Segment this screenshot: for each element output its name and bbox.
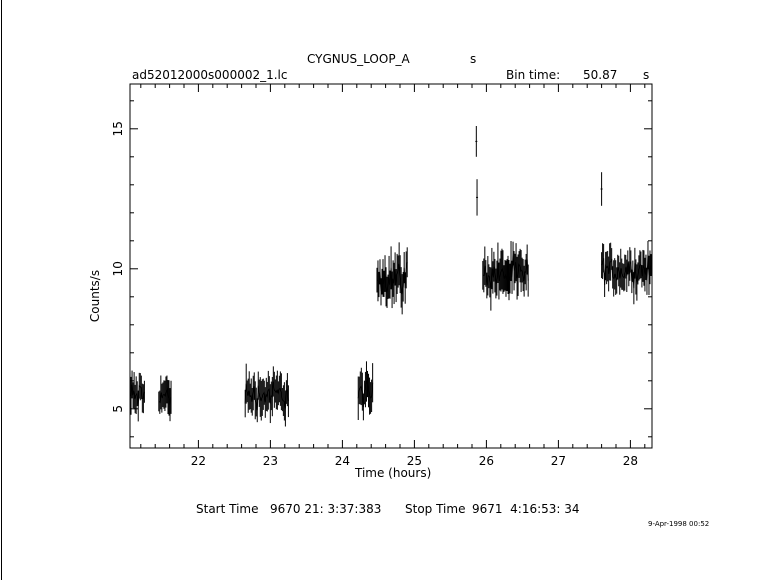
stop-time-label: Stop Time: [405, 502, 466, 516]
start-time-value: 9670 21: 3:37:383: [270, 502, 382, 516]
bin-time-label: Bin time:: [506, 68, 561, 82]
data-segment: [482, 241, 529, 311]
x-tick-label: 25: [407, 454, 422, 468]
bin-time-value: 50.87: [583, 68, 618, 82]
light-curve-line: [482, 253, 529, 290]
x-tick-label: 28: [623, 454, 638, 468]
stop-time-value: 9671 4:16:53: 34: [472, 502, 580, 516]
y-tick-label: 10: [111, 261, 125, 276]
bin-time-unit: s: [643, 68, 650, 82]
data-segment: [376, 242, 408, 315]
plot-timestamp: 9-Apr-1998 00:52: [648, 520, 710, 528]
light-curve-line: [244, 381, 289, 411]
light-curve-line: [376, 262, 408, 295]
y-tick-label: 15: [111, 121, 125, 136]
x-tick-label: 22: [191, 454, 206, 468]
light-curve-line: [357, 379, 374, 407]
file-name: ad52012000s000002_1.lc: [132, 68, 288, 82]
x-tick-label: 24: [335, 454, 350, 468]
y-axis-label: Counts/s: [88, 270, 102, 322]
axes: 22 23 24 25 26 27 28 5 10 15: [111, 84, 652, 468]
light-curve-line: [158, 387, 172, 405]
page-left-border: [1, 0, 2, 580]
data-segment: [244, 363, 289, 427]
light-curve-line: [601, 254, 653, 289]
data-segment: [129, 370, 145, 422]
data-segment: [601, 241, 653, 305]
data-marks: [129, 126, 653, 427]
object-name: CYGNUS_LOOP_A: [307, 52, 410, 66]
start-time-label: Start Time: [196, 502, 259, 516]
data-segment: [158, 375, 172, 422]
object-suffix: s: [470, 52, 477, 66]
x-tick-label: 26: [479, 454, 494, 468]
data-segment: [357, 361, 374, 421]
light-curve-line: [129, 384, 145, 407]
x-axis-label: Time (hours): [354, 466, 431, 480]
x-tick-label: 27: [551, 454, 566, 468]
x-tick-label: 23: [263, 454, 278, 468]
y-tick-label: 5: [111, 405, 125, 413]
